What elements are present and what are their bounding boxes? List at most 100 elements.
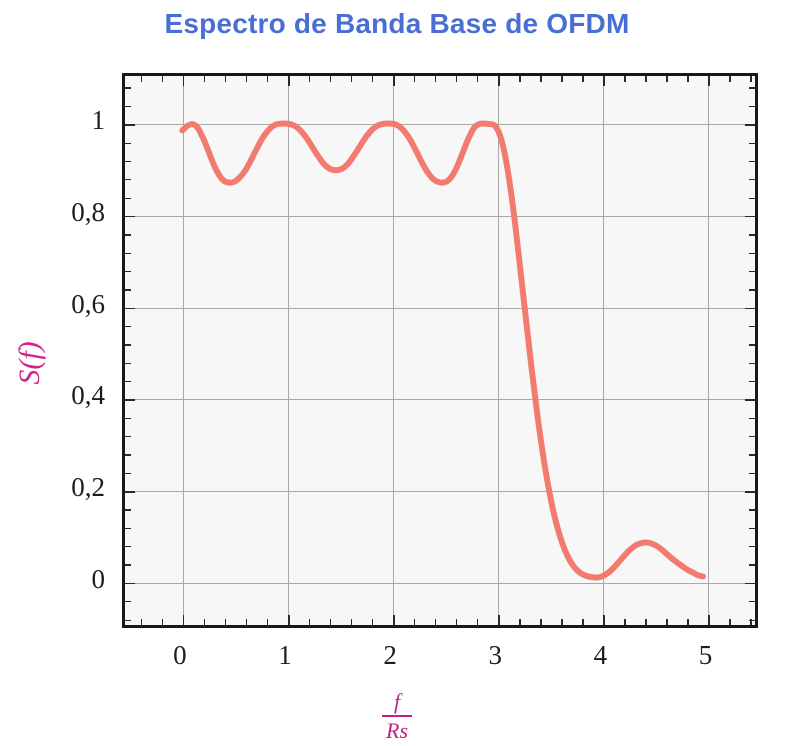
axis-tick: [749, 289, 755, 291]
spectrum-curve-path: [179, 120, 706, 581]
y-axis-tick-label: 1: [91, 105, 106, 136]
axis-tick: [519, 76, 521, 82]
axis-tick: [645, 619, 647, 625]
plot-area: [122, 73, 758, 628]
axis-tick: [749, 564, 755, 566]
axis-tick: [125, 362, 131, 364]
spectrum-curve: [179, 120, 706, 581]
axis-tick: [749, 546, 755, 548]
axis-tick: [125, 160, 131, 163]
axis-tick: [749, 362, 755, 364]
axis-tick: [498, 615, 500, 625]
axis-tick: [125, 215, 135, 218]
axis-tick: [125, 472, 131, 475]
axis-tick: [624, 619, 626, 625]
gridline-horizontal: [125, 399, 755, 401]
axis-tick: [125, 270, 131, 273]
axis-tick: [393, 615, 395, 625]
axis-tick: [125, 234, 131, 236]
axis-tick: [125, 124, 135, 126]
axis-tick: [372, 619, 374, 625]
axis-tick: [245, 76, 248, 82]
axis-tick: [749, 179, 755, 181]
y-axis-tick-label: 0,2: [71, 472, 105, 503]
gridline-horizontal: [125, 491, 755, 493]
gridline-horizontal: [125, 215, 755, 217]
axis-tick: [745, 307, 755, 310]
axis-tick: [729, 76, 731, 82]
gridline-vertical: [498, 76, 500, 625]
axis-tick: [745, 491, 755, 493]
axis-tick: [435, 619, 437, 625]
axis-tick: [140, 76, 143, 82]
axis-tick: [749, 87, 755, 89]
axis-tick: [329, 76, 332, 82]
axis-tick: [749, 527, 755, 530]
axis-tick: [603, 76, 605, 86]
axis-tick: [519, 619, 521, 625]
axis-tick: [203, 76, 206, 82]
axis-tick: [749, 197, 755, 199]
axis-tick: [749, 417, 755, 419]
axis-tick: [456, 619, 458, 625]
axis-tick: [414, 619, 416, 625]
axis-tick: [329, 619, 332, 625]
axis-tick: [125, 582, 135, 585]
axis-tick: [125, 601, 131, 603]
gridline-horizontal: [125, 124, 755, 126]
x-axis-tick-label: 0: [173, 640, 187, 670]
gridline-vertical: [182, 76, 184, 625]
chart-title: Espectro de Banda Base de OFDM: [164, 8, 630, 39]
axis-tick: [750, 76, 752, 82]
gridline-vertical: [393, 76, 395, 625]
x-axis-tick-label: 4: [593, 640, 608, 670]
axis-tick: [687, 619, 689, 625]
axis-tick: [224, 76, 227, 82]
axis-tick: [125, 399, 135, 401]
axis-tick: [708, 76, 711, 86]
axis-tick: [582, 619, 584, 625]
axis-tick: [125, 491, 135, 493]
axis-tick: [561, 619, 563, 625]
x-axis-label-denominator: Rs: [386, 717, 408, 743]
axis-tick: [749, 436, 755, 438]
axis-tick: [540, 619, 542, 625]
axis-tick: [749, 142, 755, 144]
axis-tick: [125, 105, 131, 108]
fraction-bar-icon: [382, 715, 412, 717]
axis-tick: [749, 105, 755, 108]
axis-tick: [351, 76, 353, 82]
x-axis-label-fraction: f Rs: [382, 690, 412, 742]
axis-tick: [477, 619, 479, 625]
axis-tick: [540, 76, 542, 82]
axis-tick: [125, 344, 131, 346]
axis-tick: [749, 619, 755, 621]
axis-tick: [745, 399, 755, 401]
x-axis-tick-label: 2: [383, 640, 397, 670]
x-axis-label: f Rs: [0, 690, 794, 742]
axis-tick: [708, 615, 711, 625]
axis-tick: [603, 615, 605, 625]
axis-tick: [125, 289, 131, 291]
axis-tick: [666, 76, 668, 82]
axis-tick: [125, 509, 131, 511]
axis-tick: [125, 197, 131, 199]
axis-tick: [372, 76, 374, 82]
axis-tick: [351, 619, 353, 625]
axis-tick: [161, 619, 164, 625]
y-axis-tick-label: 0: [91, 563, 106, 594]
axis-tick: [308, 76, 311, 82]
axis-tick: [125, 252, 131, 254]
x-axis-tick-label: 3: [488, 640, 502, 670]
axis-tick: [687, 76, 689, 82]
axis-tick: [435, 76, 437, 82]
gridline-vertical: [287, 76, 289, 625]
axis-tick: [749, 472, 755, 475]
axis-tick: [125, 619, 131, 621]
gridline-horizontal: [125, 582, 755, 584]
axis-tick: [729, 619, 731, 625]
axis-tick: [125, 325, 131, 328]
axis-tick: [125, 454, 131, 456]
axis-tick: [125, 87, 131, 89]
